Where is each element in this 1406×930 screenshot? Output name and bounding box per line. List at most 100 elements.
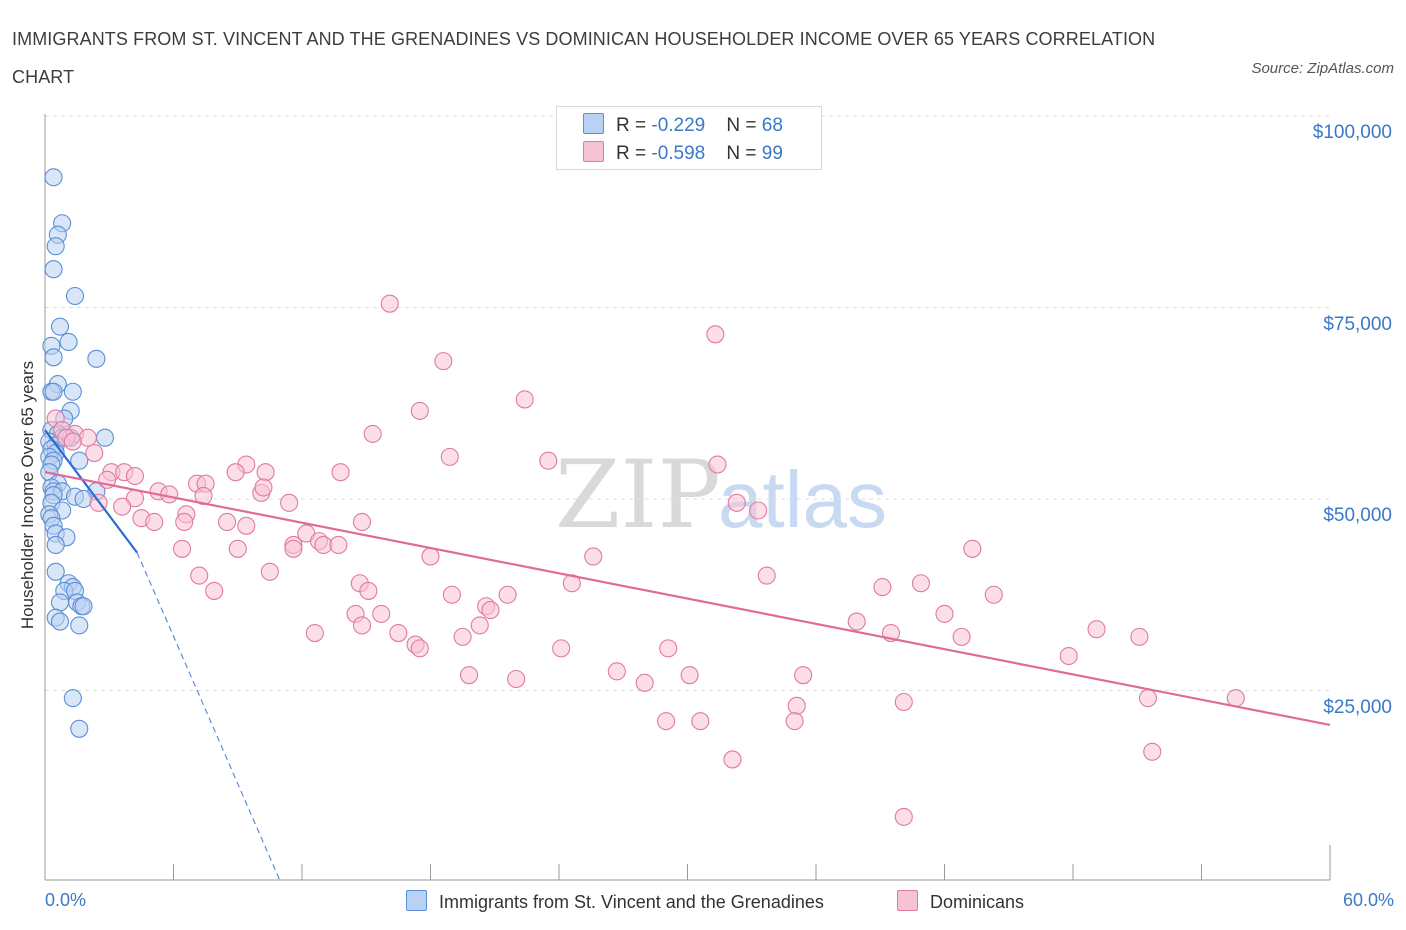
- immigrants-point: [50, 593, 70, 612]
- dominicans-point: [226, 463, 245, 482]
- dominicans-point: [507, 669, 526, 689]
- dominicans-point: [470, 616, 489, 635]
- legend-swatch-pink: [897, 890, 918, 911]
- dominicans-point: [1130, 627, 1149, 646]
- immigrants-point: [63, 382, 82, 401]
- dominicans-point: [935, 604, 954, 623]
- immigrants-point: [59, 332, 78, 352]
- dominicans-point: [680, 666, 699, 685]
- dominicans-point: [873, 578, 892, 597]
- legend-swatch-pink: [583, 141, 604, 162]
- n-label: N =: [726, 115, 762, 136]
- y-tick-label: $100,000: [1312, 122, 1392, 143]
- dominicans-point: [785, 712, 804, 731]
- dominicans-point: [453, 627, 472, 646]
- n-label: N =: [726, 143, 762, 164]
- y-tick-label: $75,000: [1323, 314, 1392, 335]
- dominicans-point: [481, 601, 500, 620]
- dominicans-point: [380, 294, 399, 313]
- dominicans-point: [1226, 689, 1245, 708]
- dominicans-point: [552, 639, 571, 658]
- dominicans-point: [113, 497, 132, 516]
- immigrants-point: [44, 348, 63, 367]
- dominicans-point: [757, 566, 776, 585]
- dominicans-point: [498, 585, 517, 604]
- immigrants-point: [50, 612, 70, 631]
- immigrants-point: [46, 237, 65, 256]
- dominicans-point: [85, 443, 104, 463]
- immigrants-point: [95, 428, 115, 447]
- dominicans-point: [190, 566, 209, 585]
- dominicans-point: [389, 623, 408, 643]
- dominicans-point: [421, 547, 440, 566]
- n-value: 68: [761, 115, 783, 136]
- dominicans-point: [305, 623, 324, 643]
- dominicans-point: [459, 666, 479, 685]
- dominicans-point: [173, 539, 192, 558]
- r-value: -0.598: [651, 143, 706, 164]
- dominicans-point: [984, 585, 1003, 604]
- dominicans-point: [256, 463, 275, 482]
- dominicans-point: [260, 562, 279, 581]
- immigrants-point: [44, 168, 63, 187]
- legend-row-immigrants: R = -0.229 N = 68: [583, 113, 783, 137]
- immigrants-point: [44, 382, 63, 401]
- legend-swatch-blue: [583, 113, 604, 134]
- dominicans-point: [1138, 689, 1158, 708]
- dominicans-point: [254, 478, 273, 497]
- dominicans-point: [205, 581, 224, 600]
- x-tick-label: 0.0%: [45, 890, 87, 910]
- dominicans-point: [749, 501, 768, 520]
- n-value: 99: [761, 143, 783, 164]
- dominicans-point: [359, 581, 378, 600]
- immigrants-trend-line: [44, 429, 138, 554]
- immigrants-point: [46, 562, 65, 581]
- source-label: Source: ZipAtlas.com: [1251, 60, 1394, 77]
- dominicans-point: [584, 547, 603, 566]
- dominicans-point: [175, 512, 194, 532]
- dominicans-point: [329, 535, 348, 555]
- dominicans-point: [280, 493, 299, 512]
- immigrants-point: [63, 689, 82, 708]
- dominicans-point: [1143, 742, 1162, 761]
- y-tick-label: $50,000: [1323, 505, 1392, 526]
- dominicans-point: [352, 616, 372, 635]
- dominicans-point: [794, 666, 813, 685]
- watermark-atlas: atlas: [718, 455, 887, 544]
- correlation-legend: R = -0.229 N = 68 R = -0.598 N = 99: [556, 106, 822, 170]
- immigrants-point: [70, 451, 89, 470]
- dominicans-point: [847, 612, 866, 631]
- legend-label: Immigrants from St. Vincent and the Gren…: [439, 892, 824, 912]
- dominicans-point: [331, 463, 350, 482]
- legend-item-immigrants: Immigrants from St. Vincent and the Gren…: [406, 890, 824, 913]
- dominicans-point: [125, 466, 144, 486]
- dominicans-point: [442, 585, 461, 604]
- dominicans-point: [727, 493, 746, 512]
- dominicans-point: [515, 390, 534, 409]
- dominicans-point: [410, 401, 429, 420]
- dominicans-point: [440, 447, 459, 466]
- dominicans-point: [708, 455, 727, 474]
- legend-row-dominicans: R = -0.598 N = 99: [583, 141, 783, 165]
- dominicans-point: [1059, 646, 1078, 666]
- dominicans-point: [237, 516, 256, 535]
- y-tick-label: $25,000: [1323, 697, 1392, 718]
- immigrants-point: [46, 535, 65, 555]
- dominicans-point: [78, 428, 97, 447]
- dominicans-point: [894, 692, 913, 712]
- dominicans-point: [911, 574, 930, 593]
- immigrants-trend-extension: [136, 552, 282, 883]
- dominicans-point: [963, 539, 982, 558]
- legend-swatch-blue: [406, 890, 427, 911]
- dominicans-point: [434, 352, 453, 371]
- r-value: -0.229: [651, 115, 706, 136]
- dominicans-point: [657, 712, 676, 731]
- immigrants-point: [50, 317, 70, 336]
- immigrants-point: [65, 286, 85, 306]
- dominicans-point: [363, 424, 382, 443]
- dominicans-point: [894, 807, 913, 826]
- dominicans-point: [659, 639, 678, 658]
- dominicans-point: [723, 750, 742, 769]
- r-label: R =: [616, 115, 652, 136]
- immigrants-point: [70, 719, 89, 738]
